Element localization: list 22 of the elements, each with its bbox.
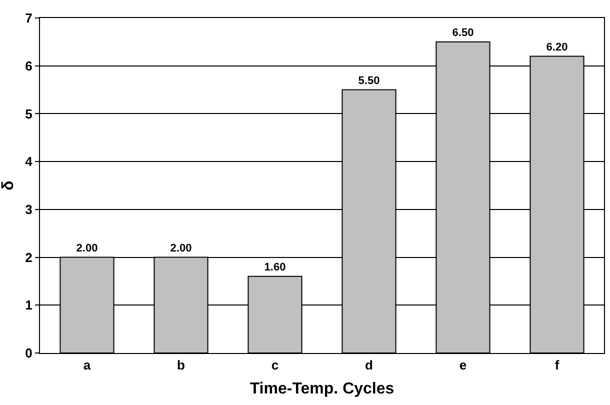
y-tick-label: 6 — [25, 58, 32, 74]
data-label: 1.60 — [264, 261, 286, 274]
data-label: 5.50 — [358, 74, 380, 87]
x-tick-label: a — [83, 358, 92, 373]
x-tick-label: c — [271, 358, 279, 373]
x-tick-label: e — [459, 358, 467, 373]
y-tick-label: 0 — [25, 346, 32, 361]
y-tick-label: 1 — [25, 298, 32, 313]
x-tick-label: f — [554, 358, 560, 373]
x-tick-label: d — [365, 358, 374, 373]
y-tick-label: 3 — [25, 202, 32, 217]
data-label: 2.00 — [76, 242, 98, 254]
data-label: 6.50 — [452, 26, 474, 39]
y-tick-label: 4 — [25, 154, 34, 170]
y-tick-label: 2 — [25, 250, 32, 265]
y-tick-label: 5 — [25, 106, 32, 122]
data-label: 2.00 — [170, 242, 192, 254]
x-axis-title: Time-Temp. Cycles — [250, 380, 394, 398]
x-tick-label: b — [177, 358, 186, 373]
y-axis-title: δ — [0, 180, 17, 190]
data-label: 6.20 — [546, 41, 568, 54]
y-tick-label: 7 — [25, 10, 32, 26]
